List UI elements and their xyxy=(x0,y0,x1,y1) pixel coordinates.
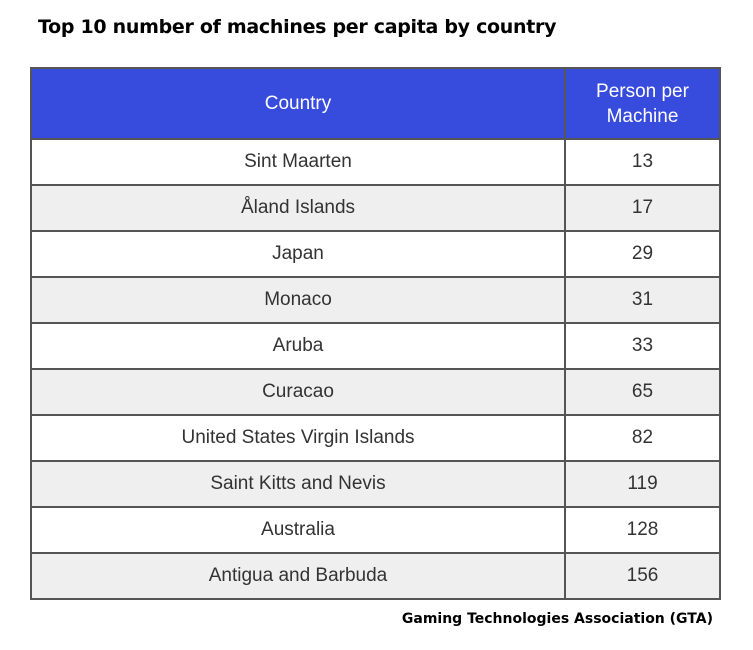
country-cell: Japan xyxy=(30,230,566,278)
country-cell: Aruba xyxy=(30,322,566,370)
value-cell: 17 xyxy=(564,184,721,232)
table-row: Åland Islands 17 xyxy=(30,184,721,232)
header-row: Country Person per Machine xyxy=(30,67,721,140)
header-line2: Machine xyxy=(606,105,679,127)
table-row: United States Virgin Islands 82 xyxy=(30,414,721,462)
chart-title: Top 10 number of machines per capita by … xyxy=(38,16,557,38)
country-cell: Sint Maarten xyxy=(30,138,566,186)
value-cell: 13 xyxy=(564,138,721,186)
header-line1: Person per xyxy=(596,80,689,102)
table-row: Curacao 65 xyxy=(30,368,721,416)
source-note: Gaming Technologies Association (GTA) xyxy=(401,611,713,627)
value-cell: 82 xyxy=(564,414,721,462)
country-cell: Australia xyxy=(30,506,566,554)
table-row: Japan 29 xyxy=(30,230,721,278)
value-cell: 156 xyxy=(564,552,721,600)
table-row: Saint Kitts and Nevis 119 xyxy=(30,460,721,508)
table-row: Australia 128 xyxy=(30,506,721,554)
value-cell: 29 xyxy=(564,230,721,278)
value-cell: 128 xyxy=(564,506,721,554)
country-cell: Åland Islands xyxy=(30,184,566,232)
table-row: Aruba 33 xyxy=(30,322,721,370)
value-cell: 65 xyxy=(564,368,721,416)
table-row: Sint Maarten 13 xyxy=(30,138,721,186)
country-cell: Antigua and Barbuda xyxy=(30,552,566,600)
country-cell: Curacao xyxy=(30,368,566,416)
country-cell: United States Virgin Islands xyxy=(30,414,566,462)
value-cell: 33 xyxy=(564,322,721,370)
value-cell: 119 xyxy=(564,460,721,508)
country-cell: Monaco xyxy=(30,276,566,324)
header-country: Country xyxy=(30,67,566,140)
header-person-per-machine: Person per Machine xyxy=(564,67,721,140)
country-cell: Saint Kitts and Nevis xyxy=(30,460,566,508)
table-row: Monaco 31 xyxy=(30,276,721,324)
data-table: Country Person per Machine Sint Maarten 13… xyxy=(30,67,721,600)
value-cell: 31 xyxy=(564,276,721,324)
table-row: Antigua and Barbuda 156 xyxy=(30,552,721,600)
